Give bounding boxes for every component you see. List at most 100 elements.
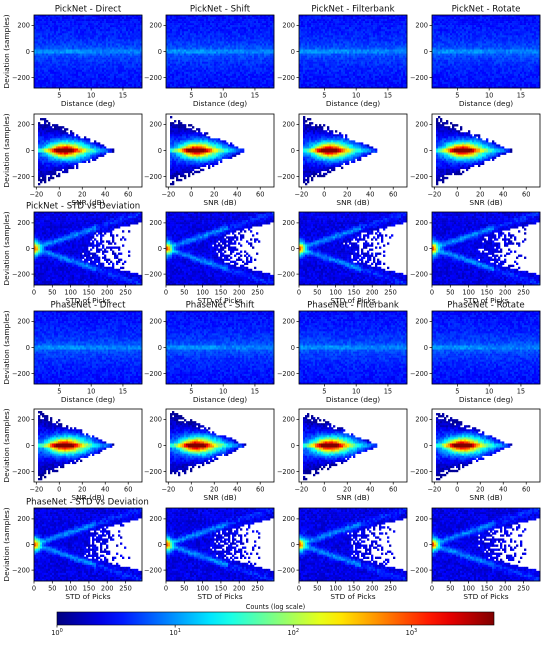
- heatmap-cell: [116, 21, 118, 23]
- heatmap-cell: [90, 33, 92, 35]
- heatmap-cell: [214, 37, 216, 39]
- heatmap-cell: [112, 33, 114, 35]
- heatmap-cell: [124, 56, 126, 58]
- heatmap-cell: [188, 60, 190, 62]
- heatmap-cell: [232, 60, 234, 62]
- heatmap-cell: [76, 41, 78, 43]
- heatmap-cell: [254, 82, 256, 84]
- heatmap-cell: [170, 60, 172, 62]
- heatmap-cell: [204, 43, 206, 45]
- heatmap-cell: [210, 49, 212, 51]
- heatmap-cell: [64, 47, 66, 49]
- heatmap-cell: [50, 45, 52, 47]
- heatmap-cell: [246, 84, 248, 86]
- heatmap-cell: [108, 56, 110, 58]
- heatmap-cell: [98, 39, 100, 41]
- heatmap-cell: [42, 25, 44, 27]
- heatmap-cell: [54, 23, 56, 25]
- heatmap-cell: [228, 72, 230, 74]
- heatmap-cell: [172, 56, 174, 58]
- heatmap-cell: [92, 27, 94, 29]
- heatmap-cell: [218, 23, 220, 25]
- heatmap-cell: [236, 62, 238, 64]
- heatmap-cell: [92, 21, 94, 23]
- heatmap-cell: [230, 47, 232, 49]
- heatmap-cell: [36, 54, 38, 56]
- heatmap-cell: [100, 62, 102, 64]
- heatmap-cell: [36, 70, 38, 72]
- heatmap-cell: [202, 60, 204, 62]
- heatmap-cell: [64, 43, 66, 45]
- heatmap-cell: [210, 29, 212, 31]
- heatmap-cell: [48, 39, 50, 41]
- heatmap-cell: [174, 84, 176, 86]
- heatmap-cell: [102, 21, 104, 23]
- heatmap-cell: [102, 17, 104, 19]
- heatmap-cell: [230, 41, 232, 43]
- heatmap-cell: [106, 58, 108, 60]
- heatmap-cell: [192, 52, 194, 54]
- heatmap-cell: [58, 64, 60, 66]
- heatmap-cell: [242, 58, 244, 60]
- heatmap-cell: [58, 74, 60, 76]
- heatmap-cell: [134, 68, 136, 70]
- heatmap-cell: [96, 27, 98, 29]
- heatmap-cell: [78, 70, 80, 72]
- heatmap-cell: [54, 54, 56, 56]
- heatmap-cell: [186, 60, 188, 62]
- heatmap-cell: [172, 76, 174, 78]
- heatmap-cell: [184, 78, 186, 80]
- heatmap-cell: [110, 52, 112, 54]
- heatmap-cell: [216, 31, 218, 33]
- heatmap-cell: [80, 35, 82, 37]
- heatmap-cell: [174, 74, 176, 76]
- heatmap-cell: [104, 52, 106, 54]
- heatmap-cell: [90, 76, 92, 78]
- heatmap-cell: [36, 56, 38, 58]
- heatmap-cell: [102, 29, 104, 31]
- heatmap-cell: [48, 56, 50, 58]
- heatmap-cell: [182, 74, 184, 76]
- heatmap-cell: [228, 78, 230, 80]
- heatmap-cell: [170, 66, 172, 68]
- heatmap-cell: [250, 35, 252, 37]
- heatmap-cell: [52, 27, 54, 29]
- heatmap-cell: [252, 29, 254, 31]
- heatmap-cell: [198, 33, 200, 35]
- heatmap-cell: [102, 64, 104, 66]
- heatmap-cell: [200, 76, 202, 78]
- heatmap-cell: [240, 17, 242, 19]
- heatmap-cell: [204, 82, 206, 84]
- heatmap-cell: [78, 54, 80, 56]
- heatmap-cell: [80, 74, 82, 76]
- heatmap-cell: [178, 52, 180, 54]
- heatmap-cell: [68, 64, 70, 66]
- heatmap-cell: [84, 78, 86, 80]
- heatmap-cell: [210, 74, 212, 76]
- heatmap-cell: [210, 54, 212, 56]
- heatmap-cell: [180, 54, 182, 56]
- heatmap-cell: [134, 64, 136, 66]
- heatmap-cell: [204, 35, 206, 37]
- heatmap-cell: [128, 33, 130, 35]
- heatmap-cell: [232, 45, 234, 47]
- heatmap-cell: [130, 60, 132, 62]
- heatmap-cell: [224, 84, 226, 86]
- heatmap-cell: [116, 62, 118, 64]
- heatmap-cell: [116, 37, 118, 39]
- heatmap-cell: [76, 56, 78, 58]
- heatmap-cell: [252, 31, 254, 33]
- heatmap-cell: [228, 21, 230, 23]
- heatmap-cell: [208, 43, 210, 45]
- heatmap-cell: [52, 49, 54, 51]
- heatmap-cell: [240, 21, 242, 23]
- heatmap-cell: [206, 33, 208, 35]
- heatmap-cell: [66, 74, 68, 76]
- heatmap-cell: [204, 64, 206, 66]
- heatmap-cell: [122, 52, 124, 54]
- heatmap-cell: [108, 25, 110, 27]
- heatmap-cell: [66, 66, 68, 68]
- heatmap-cell: [232, 72, 234, 74]
- heatmap-cell: [178, 33, 180, 35]
- heatmap-cell: [116, 74, 118, 76]
